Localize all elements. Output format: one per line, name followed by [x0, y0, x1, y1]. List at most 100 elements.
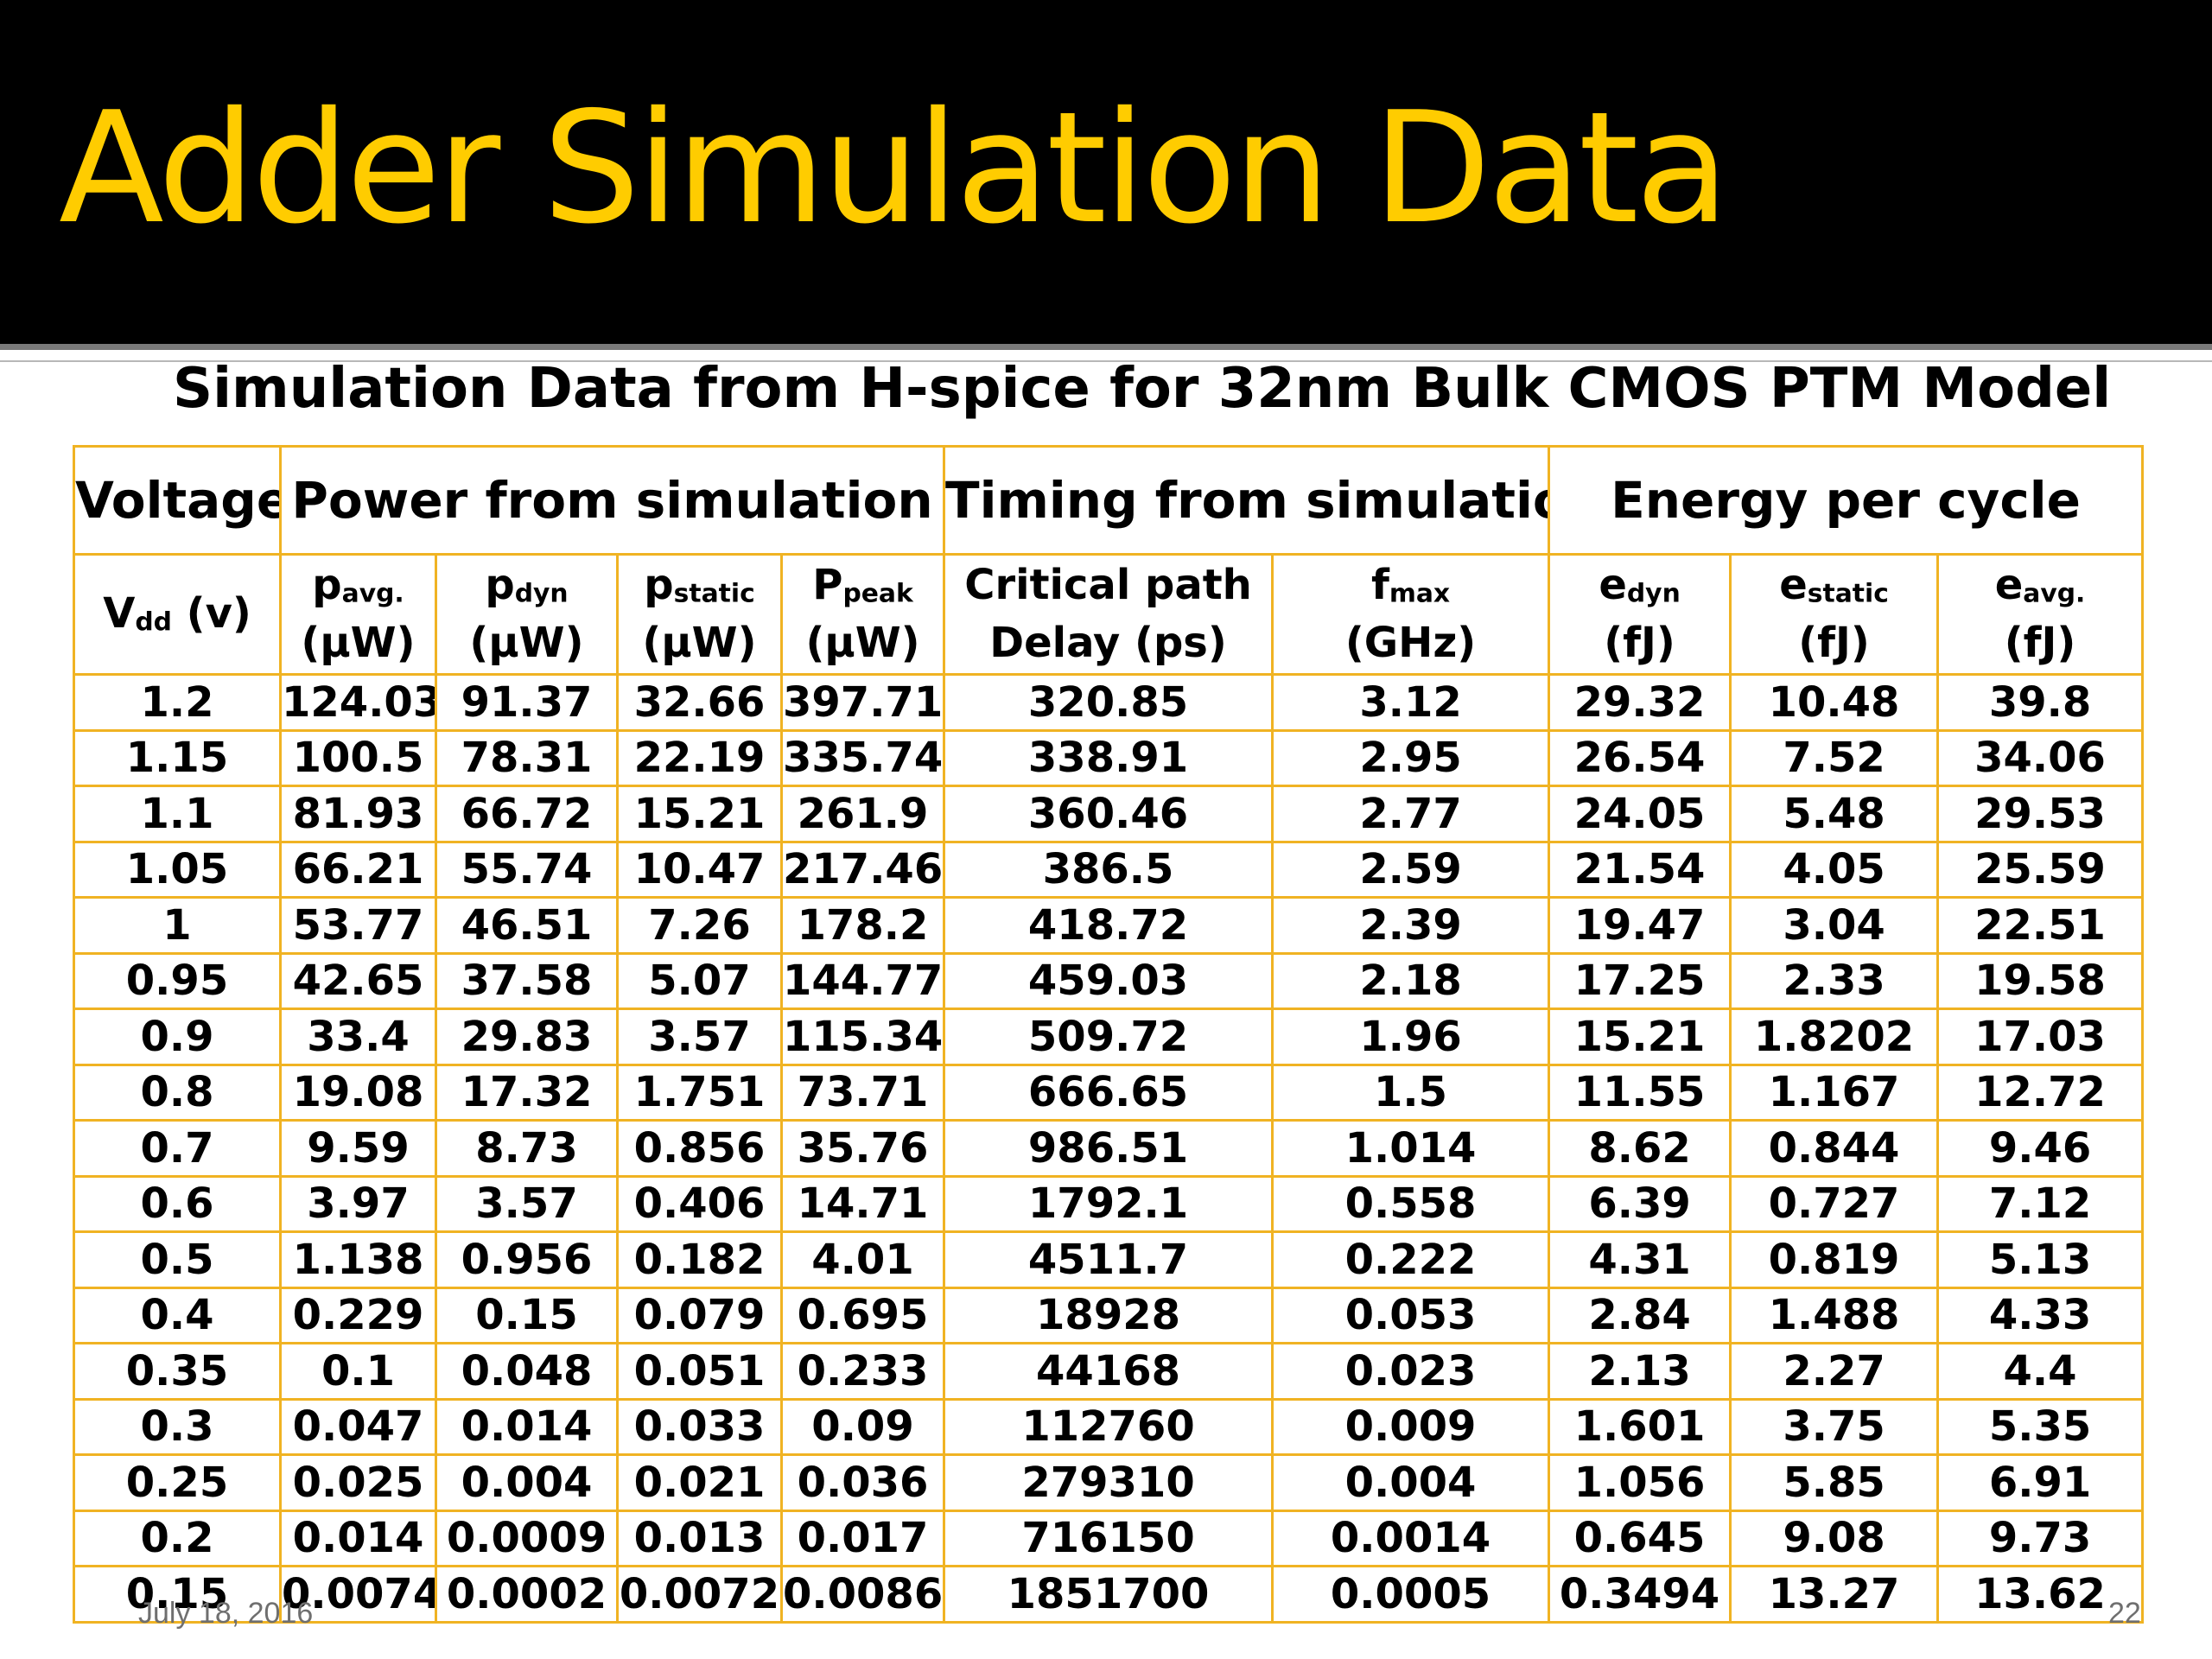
- table-cell: 338.91: [943, 728, 1274, 787]
- table-cell: 19.47: [1548, 896, 1732, 955]
- table-cell: 0.95: [73, 951, 282, 1010]
- table-cell: 7.26: [616, 896, 783, 955]
- table-cell: 29.32: [1548, 673, 1732, 732]
- table-cell: 0.004: [1271, 1453, 1551, 1512]
- table-cell: 39.8: [1936, 673, 2145, 732]
- table-cell: 2.39: [1271, 896, 1551, 955]
- table-cell: 1.167: [1729, 1063, 1940, 1122]
- col-estatic: estatic (fJ): [1729, 553, 1940, 676]
- table-cell: 1.488: [1729, 1286, 1940, 1344]
- table-cell: 66.72: [435, 785, 619, 843]
- table-cell: 4511.7: [943, 1230, 1274, 1289]
- table-cell: 0.0014: [1271, 1509, 1551, 1567]
- table-cell: 1851700: [943, 1565, 1274, 1624]
- table-cell: 8.73: [435, 1119, 619, 1178]
- table-cell: 4.05: [1729, 840, 1940, 899]
- table-row: 1.2 124.03 91.37 32.66 397.71 320.85 3.12 29.32…: [73, 673, 2145, 732]
- group-energy: Energy per cycle: [1548, 445, 2145, 556]
- table-cell: 0.15: [73, 1565, 282, 1624]
- group-power: Power from simulation: [278, 445, 946, 556]
- table-cell: 81.93: [279, 785, 437, 843]
- table-cell: 0.0009: [435, 1509, 619, 1567]
- col-eavg: eavg. (fJ): [1936, 553, 2145, 676]
- col-pstatic: pstatic (µW): [616, 553, 783, 676]
- col-fmax: fmax (GHz): [1271, 553, 1551, 676]
- table-cell: 78.31: [435, 728, 619, 787]
- table-row: 0.15 0.0074 0.0002 0.0072 0.0086 1851700 0.000…: [73, 1565, 2145, 1624]
- table-cell: 26.54: [1548, 728, 1732, 787]
- table-cell: 1.15: [73, 728, 282, 787]
- table-cell: 17.25: [1548, 951, 1732, 1010]
- table-cell: 0.079: [616, 1286, 783, 1344]
- table-cell: 0.0086: [779, 1565, 946, 1624]
- table-cell: 0.025: [279, 1453, 437, 1512]
- table-row: 1.05 66.21 55.74 10.47 217.46 386.5 2.59 21.54 4…: [73, 840, 2145, 899]
- table-cell: 2.77: [1271, 785, 1551, 843]
- table-cell: 0.053: [1271, 1286, 1551, 1344]
- table-cell: 2.59: [1271, 840, 1551, 899]
- slide-number: 22: [2108, 1597, 2141, 1630]
- table-cell: 2.27: [1729, 1342, 1940, 1401]
- table-cell: 1.601: [1548, 1397, 1732, 1456]
- table-cell: 0.406: [616, 1174, 783, 1233]
- table-cell: 320.85: [943, 673, 1274, 732]
- table-cell: 509.72: [943, 1007, 1274, 1066]
- table-cell: 1.8202: [1729, 1007, 1940, 1066]
- table-cell: 5.07: [616, 951, 783, 1010]
- table-cell: 0.051: [616, 1342, 783, 1401]
- table-cell: 37.58: [435, 951, 619, 1010]
- table-row: 0.35 0.1 0.048 0.051 0.233 44168 0.023 2.13 2.27…: [73, 1342, 2145, 1401]
- table-cell: 100.5: [279, 728, 437, 787]
- table-cell: 0.645: [1548, 1509, 1732, 1567]
- group-header-row: Voltage Power from simulation Timing fro…: [73, 445, 2145, 556]
- table-cell: 0.013: [616, 1509, 783, 1567]
- table-cell: 10.48: [1729, 673, 1940, 732]
- table-cell: 4.33: [1936, 1286, 2145, 1344]
- table-cell: 6.39: [1548, 1174, 1732, 1233]
- table-cell: 0.009: [1271, 1397, 1551, 1456]
- table-cell: 279310: [943, 1453, 1274, 1512]
- table-cell: 46.51: [435, 896, 619, 955]
- col-pdyn: pdyn (µW): [435, 553, 619, 676]
- table-cell: 44168: [943, 1342, 1274, 1401]
- table-cell: 7.52: [1729, 728, 1940, 787]
- table-cell: 1.751: [616, 1063, 783, 1122]
- table-cell: 0.0074: [279, 1565, 437, 1624]
- table-cell: 0.727: [1729, 1174, 1940, 1233]
- table-cell: 34.06: [1936, 728, 2145, 787]
- table-cell: 0.35: [73, 1342, 282, 1401]
- table-cell: 0.7: [73, 1119, 282, 1178]
- table-cell: 3.12: [1271, 673, 1551, 732]
- table-cell: 386.5: [943, 840, 1274, 899]
- table-cell: 3.04: [1729, 896, 1940, 955]
- col-vdd: Vdd (v): [73, 553, 282, 676]
- column-header-row: Vdd (v) pavg. (µW) pdyn (µW) pstatic (µW) P…: [73, 553, 2145, 676]
- table-cell: 0.0072: [616, 1565, 783, 1624]
- table-cell: 0.956: [435, 1230, 619, 1289]
- table-cell: 1.05: [73, 840, 282, 899]
- table-cell: 0.014: [435, 1397, 619, 1456]
- table-cell: 29.53: [1936, 785, 2145, 843]
- table-cell: 42.65: [279, 951, 437, 1010]
- table-cell: 0.1: [279, 1342, 437, 1401]
- table-cell: 0.048: [435, 1342, 619, 1401]
- table-cell: 0.9: [73, 1007, 282, 1066]
- table-cell: 22.51: [1936, 896, 2145, 955]
- table-cell: 9.59: [279, 1119, 437, 1178]
- table-row: 0.6 3.97 3.57 0.406 14.71 1792.1 0.558 6.39 0.72…: [73, 1174, 2145, 1233]
- table-cell: 2.18: [1271, 951, 1551, 1010]
- table-row: 0.2 0.014 0.0009 0.013 0.017 716150 0.0014 0.64…: [73, 1509, 2145, 1567]
- table-cell: 1792.1: [943, 1174, 1274, 1233]
- table-cell: 17.03: [1936, 1007, 2145, 1066]
- table-cell: 0.004: [435, 1453, 619, 1512]
- table-cell: 21.54: [1548, 840, 1732, 899]
- table-cell: 0.5: [73, 1230, 282, 1289]
- table-cell: 13.27: [1729, 1565, 1940, 1624]
- table-cell: 1: [73, 896, 282, 955]
- table-cell: 8.62: [1548, 1119, 1732, 1178]
- table-cell: 0.233: [779, 1342, 946, 1401]
- slide-subtitle: Simulation Data from H-spice for 32nm Bu…: [173, 357, 2112, 421]
- table-cell: 7.12: [1936, 1174, 2145, 1233]
- table-cell: 11.55: [1548, 1063, 1732, 1122]
- table-cell: 1.5: [1271, 1063, 1551, 1122]
